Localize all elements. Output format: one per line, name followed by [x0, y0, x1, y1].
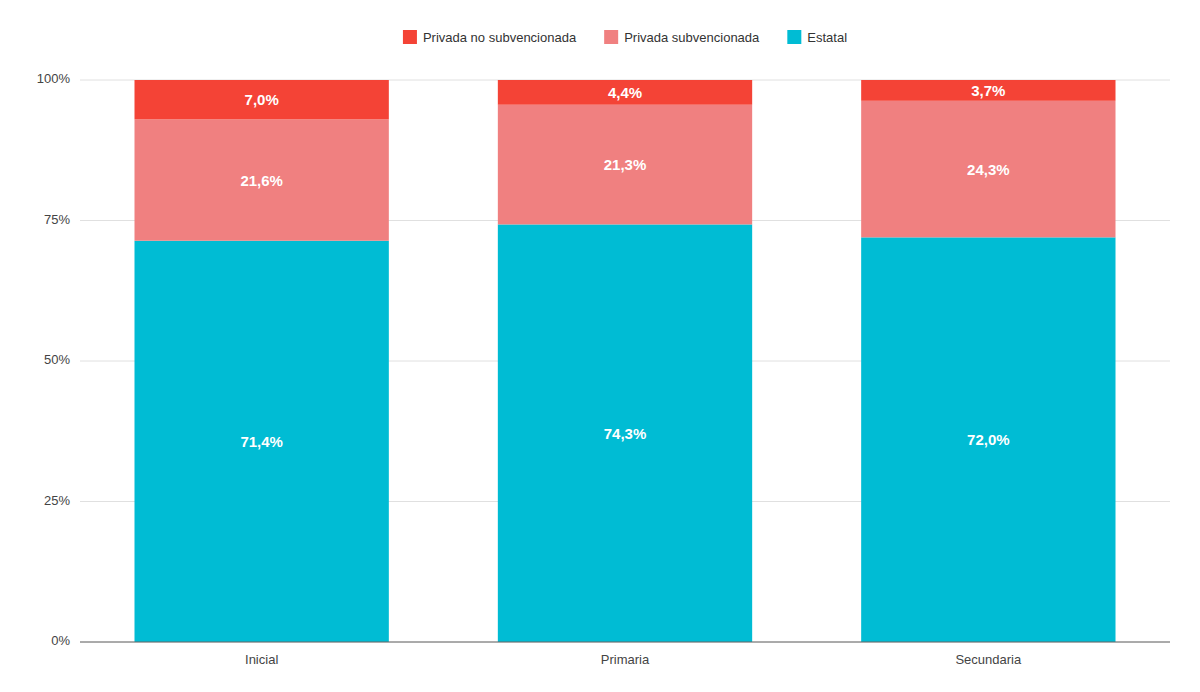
legend-item: Privada no subvencionada [403, 30, 577, 45]
chart-container: 0% 25% 50% 75% 100% 71,4% 74,3% 72,0% 21,6% 21,3%… [0, 0, 1200, 692]
legend-swatch [787, 30, 801, 44]
legend-label: Privada no subvencionada [423, 30, 577, 45]
data-label: 71,4% [240, 433, 283, 450]
bar-segment [135, 80, 389, 119]
x-tick-label: Primaria [601, 652, 650, 667]
legend-swatch [403, 30, 417, 44]
bar-segment [135, 119, 389, 240]
bar-segment [135, 241, 389, 642]
bar-segment [498, 105, 752, 225]
legend-item: Privada subvencionada [604, 30, 760, 45]
grid-line [80, 642, 1170, 643]
grid [80, 80, 1170, 642]
x-tick-label: Inicial [245, 652, 278, 667]
y-tick-label: 100% [37, 71, 71, 86]
bar-segment [861, 80, 1115, 101]
y-tick-label: 50% [44, 352, 70, 367]
y-axis: 0% 25% 50% 75% 100% [37, 71, 71, 648]
data-label: 3,7% [971, 82, 1005, 99]
bar-segment [498, 80, 752, 105]
data-label: 74,3% [604, 425, 647, 442]
legend-swatch [604, 30, 618, 44]
bar-segment [498, 224, 752, 642]
legend: Privada no subvencionada Privada subvenci… [403, 30, 847, 45]
data-label: 7,0% [245, 91, 279, 108]
data-label: 72,0% [967, 431, 1010, 448]
y-tick-label: 25% [44, 493, 70, 508]
data-label: 24,3% [967, 161, 1010, 178]
bars [135, 80, 1116, 642]
legend-item: Estatal [787, 30, 847, 45]
x-tick-label: Secundaria [955, 652, 1022, 667]
chart: 0% 25% 50% 75% 100% 71,4% 74,3% 72,0% 21,6% 21,3%… [0, 0, 1200, 692]
bar-segment [861, 237, 1115, 642]
x-axis: Inicial Primaria Secundaria [80, 642, 1170, 667]
y-tick-label: 0% [51, 633, 70, 648]
data-label: 4,4% [608, 84, 642, 101]
axis-line [80, 642, 1170, 643]
data-label: 21,6% [240, 172, 283, 189]
data-label: 21,3% [604, 156, 647, 173]
y-tick-label: 75% [44, 212, 70, 227]
legend-label: Privada subvencionada [624, 30, 760, 45]
bar-segment [861, 101, 1115, 238]
legend-label: Estatal [807, 30, 847, 45]
data-labels: 71,4% 74,3% 72,0% 21,6% 21,3% 24,3% 7,0% 4,4% 3,… [240, 82, 1009, 450]
